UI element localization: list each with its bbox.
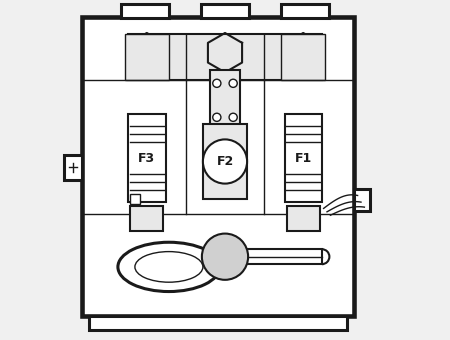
Circle shape: [229, 79, 237, 87]
Circle shape: [297, 46, 310, 60]
Bar: [201, 4, 249, 18]
Bar: [130, 206, 163, 231]
Ellipse shape: [118, 242, 220, 292]
Circle shape: [213, 79, 221, 87]
Bar: [82, 17, 354, 316]
Bar: [247, 249, 322, 264]
Bar: [89, 316, 347, 330]
Bar: [281, 34, 325, 80]
Polygon shape: [286, 33, 320, 72]
Bar: [281, 4, 328, 18]
Ellipse shape: [135, 252, 203, 282]
Circle shape: [290, 40, 316, 66]
Polygon shape: [208, 33, 242, 72]
Circle shape: [213, 113, 221, 121]
Bar: [63, 155, 82, 180]
Circle shape: [140, 46, 153, 60]
Bar: [287, 206, 320, 231]
Polygon shape: [130, 33, 164, 72]
Text: F3: F3: [138, 152, 155, 165]
Bar: [125, 34, 169, 80]
Circle shape: [134, 40, 160, 66]
Bar: [130, 194, 140, 204]
Circle shape: [217, 249, 233, 264]
Circle shape: [212, 40, 238, 66]
Bar: [128, 34, 322, 80]
Bar: [122, 4, 169, 18]
Circle shape: [140, 212, 153, 225]
Bar: [203, 124, 247, 199]
Text: F1: F1: [295, 152, 312, 165]
Circle shape: [212, 243, 239, 270]
Circle shape: [144, 215, 150, 222]
Circle shape: [297, 212, 310, 225]
Circle shape: [203, 139, 247, 184]
Circle shape: [202, 234, 248, 280]
Bar: [354, 189, 369, 211]
Bar: [128, 114, 166, 202]
Polygon shape: [138, 208, 156, 229]
Text: F2: F2: [216, 155, 234, 168]
Circle shape: [218, 46, 232, 60]
Bar: [284, 114, 322, 202]
Circle shape: [229, 113, 237, 121]
Bar: [210, 70, 240, 128]
Polygon shape: [207, 236, 243, 277]
Polygon shape: [294, 208, 312, 229]
Circle shape: [300, 215, 306, 222]
